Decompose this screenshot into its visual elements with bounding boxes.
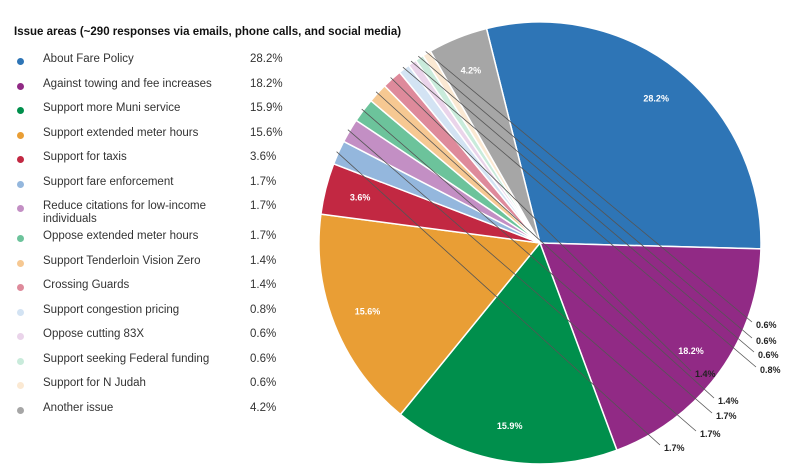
pie-slice — [318, 213, 542, 416]
legend-value: 3.6% — [250, 151, 277, 163]
legend-item: Against towing and fee increases 18.2% — [14, 76, 304, 101]
legend-label: Reduce citations for low-income individu… — [43, 200, 206, 225]
legend-label: About Fare Policy — [43, 53, 134, 65]
legend-swatch — [17, 284, 24, 291]
legend-label: Support more Muni service — [43, 102, 181, 114]
legend-label: Support for N Judah — [43, 377, 146, 389]
leader-line — [410, 60, 755, 353]
legend-label: Oppose cutting 83X — [43, 328, 145, 340]
slice-label: 0.6% — [758, 350, 779, 360]
leader-line — [390, 77, 692, 372]
legend-swatch — [17, 156, 24, 163]
slice-label: 1.7% — [664, 443, 685, 453]
legend-value: 1.4% — [250, 279, 277, 291]
legend-swatch — [17, 259, 24, 267]
slice-label: 0.8% — [760, 365, 781, 375]
legend-value: 28.2% — [250, 53, 283, 65]
legend-swatch — [17, 107, 24, 114]
chart-title: Issue areas (~290 responses via emails, … — [14, 26, 402, 38]
legend-swatch — [17, 406, 24, 414]
legend-value: 18.2% — [250, 77, 283, 90]
legend-item: Oppose cutting 83X 0.6% — [14, 326, 304, 351]
legend-label: Support seeking Federal funding — [43, 352, 210, 365]
legend-label: Another issue — [43, 401, 114, 414]
legend-value: 1.4% — [250, 254, 277, 267]
legend-swatch — [17, 357, 24, 365]
slice-label: 3.6% — [350, 192, 371, 202]
legend-label: Crossing Guards — [43, 279, 130, 291]
slice-label: 0.6% — [756, 336, 777, 346]
legend-swatch — [17, 82, 24, 90]
legend-value: 0.6% — [250, 352, 277, 365]
legend-item: Crossing Guards 1.4% — [14, 277, 304, 302]
slice-label: 15.6% — [355, 307, 381, 317]
leader-line — [418, 55, 753, 339]
legend-item: Support fare enforcement 1.7% — [14, 174, 304, 199]
slice-label: 4.2% — [461, 66, 482, 76]
legend-label: Oppose extended meter hours — [43, 230, 199, 242]
pie-slice — [399, 241, 618, 465]
legend-item: Support Tenderloin Vision Zero 1.4% — [14, 253, 304, 278]
leader-line — [361, 108, 713, 414]
legend-value: 15.9% — [250, 102, 283, 114]
legend-label: Support extended meter hours — [43, 126, 199, 139]
legend-label: Support congestion pricing — [43, 303, 180, 316]
slice-label: 1.4% — [695, 369, 716, 379]
legend-value: 15.6% — [250, 126, 283, 139]
legend-swatch — [17, 308, 24, 316]
leader-line — [336, 151, 661, 446]
legend-label: Support Tenderloin Vision Zero — [43, 254, 201, 267]
slice-label: 1.4% — [718, 396, 739, 406]
legend-item: Support seeking Federal funding 0.6% — [14, 351, 304, 376]
slice-label: 28.2% — [643, 93, 669, 103]
legend-item: Support congestion pricing 0.8% — [14, 302, 304, 327]
legend-label: Support fare enforcement — [43, 175, 174, 188]
legend-swatch — [17, 205, 24, 212]
legend-label: Support for taxis — [43, 151, 127, 163]
leader-line — [402, 66, 757, 368]
slice-label: 18.2% — [678, 346, 704, 356]
pie-slice — [485, 21, 762, 250]
legend-label: Against towing and fee increases — [43, 77, 212, 90]
legend-value: 1.7% — [250, 230, 277, 242]
legend-item: Reduce citations for low-income individu… — [14, 198, 304, 228]
legend-item: Support extended meter hours 15.6% — [14, 125, 304, 150]
legend-item: Another issue 4.2% — [14, 400, 304, 425]
legend-item: Support more Muni service 15.9% — [14, 100, 304, 125]
slice-label: 0.6% — [756, 320, 777, 330]
legend-swatch — [17, 180, 24, 188]
legend-swatch — [17, 131, 24, 139]
legend-value: 4.2% — [250, 401, 277, 414]
leader-line — [375, 91, 715, 399]
pie-slice — [538, 242, 762, 452]
slice-label: 15.9% — [497, 421, 523, 431]
legend-value: 0.8% — [250, 303, 277, 316]
legend-swatch — [17, 382, 24, 389]
leader-line — [347, 129, 697, 432]
legend-swatch — [17, 333, 24, 340]
leader-line — [425, 51, 753, 323]
legend-swatch — [17, 235, 24, 242]
legend-item: Oppose extended meter hours 1.7% — [14, 228, 304, 253]
legend-item: Support for taxis 3.6% — [14, 149, 304, 174]
legend-swatch — [17, 58, 24, 65]
legend: About Fare Policy 28.2% Against towing and… — [14, 51, 304, 424]
slice-label: 1.7% — [716, 411, 737, 421]
legend-item: About Fare Policy 28.2% — [14, 51, 304, 76]
legend-value: 0.6% — [250, 377, 277, 389]
legend-value: 0.6% — [250, 328, 277, 340]
slice-label: 1.7% — [700, 429, 721, 439]
legend-value: 1.7% — [250, 200, 277, 212]
legend-value: 1.7% — [250, 175, 277, 188]
legend-item: Support for N Judah 0.6% — [14, 375, 304, 400]
pie-slice — [429, 27, 541, 244]
